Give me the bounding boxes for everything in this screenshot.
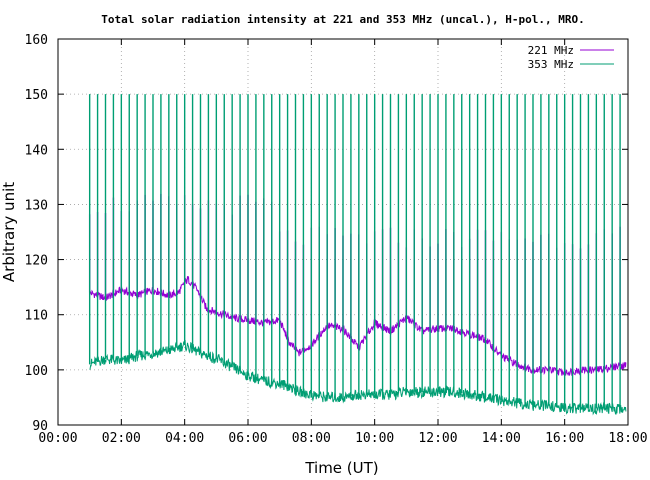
legend: 221 MHz 353 MHz [528, 44, 614, 71]
y-tick-label: 160 [25, 33, 48, 48]
x-tick-label: 08:00 [292, 431, 331, 446]
x-tick-label: 04:00 [165, 431, 204, 446]
series-line-221-mhz [89, 276, 627, 377]
y-tick-label: 100 [25, 364, 48, 379]
plot-frame [57, 38, 629, 426]
y-tick-labels: 90 100 110 120 130 140 150 160 [25, 33, 48, 434]
x-tick-label: 02:00 [102, 431, 141, 446]
legend-label-221: 221 MHz [528, 44, 574, 57]
ticks [57, 38, 629, 426]
y-axis-label: Arbitrary unit [0, 182, 18, 282]
y-tick-label: 110 [25, 309, 48, 324]
x-tick-label: 14:00 [482, 431, 521, 446]
x-tick-label: 18:00 [608, 431, 647, 446]
y-tick-label: 90 [32, 419, 48, 434]
legend-label-353: 353 MHz [528, 58, 574, 71]
x-tick-labels: 00:00 02:00 04:00 06:00 08:00 10:00 12:00 14:00… [38, 431, 647, 446]
y-tick-label: 140 [25, 143, 48, 158]
y-tick-label: 120 [25, 254, 48, 269]
chart-title: Total solar radiation intensity at 221 a… [101, 13, 584, 26]
x-tick-label: 06:00 [228, 431, 267, 446]
series-line-353-mhz [89, 339, 627, 416]
x-axis-label: Time (UT) [304, 459, 378, 477]
x-tick-label: 12:00 [418, 431, 457, 446]
x-tick-label: 16:00 [545, 431, 584, 446]
x-tick-label: 00:00 [38, 431, 77, 446]
y-tick-label: 130 [25, 198, 48, 213]
y-tick-label: 150 [25, 88, 48, 103]
data-layer [88, 94, 627, 416]
x-tick-label: 10:00 [355, 431, 394, 446]
